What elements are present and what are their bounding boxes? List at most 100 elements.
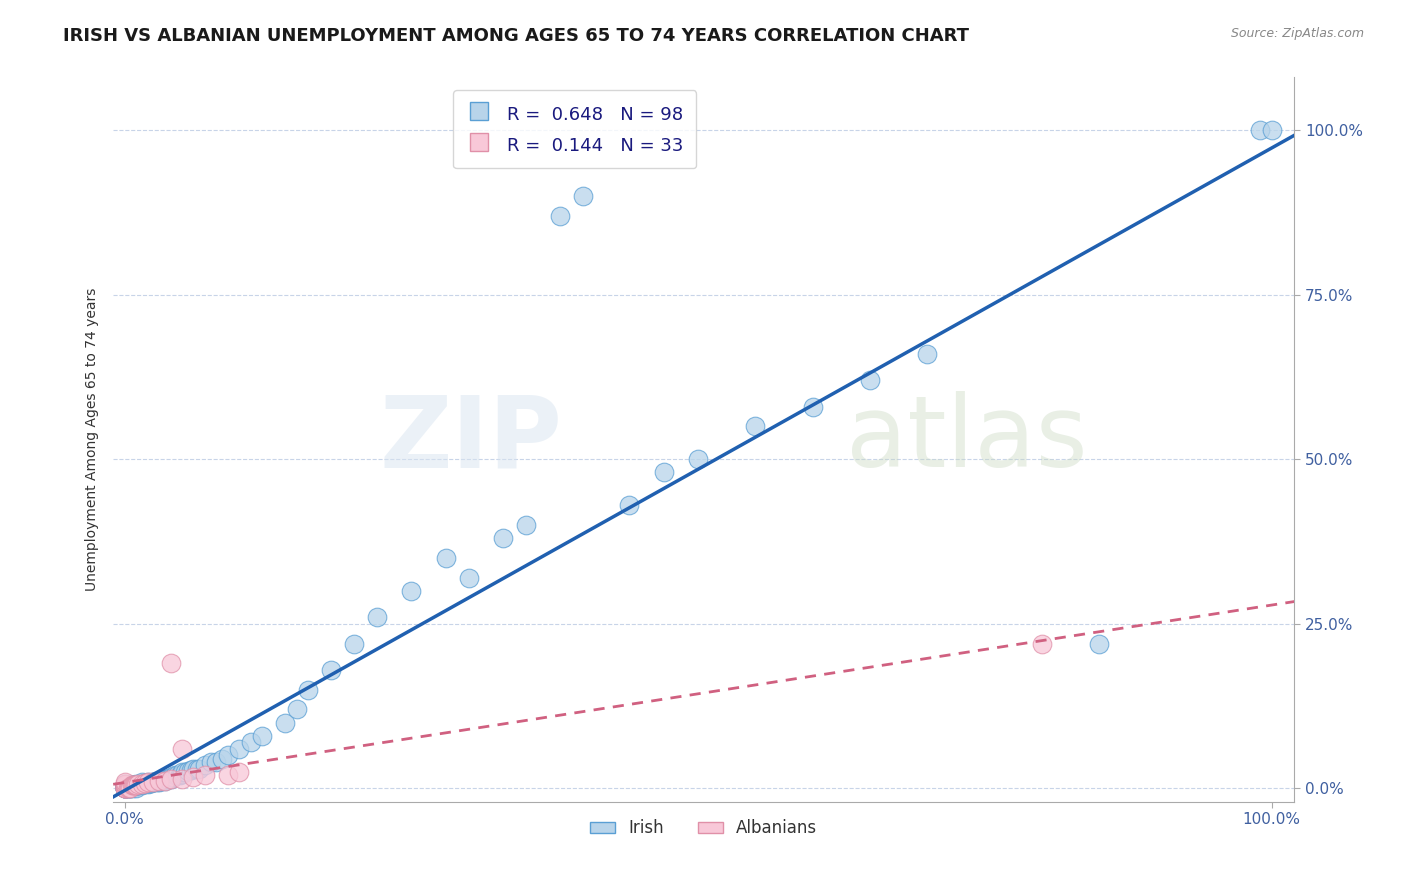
Point: [120, 778, 142, 792]
Point: [157, 772, 180, 786]
Point: [114, 781, 136, 796]
Point: [183, 762, 205, 776]
Point: [859, 373, 882, 387]
Point: [118, 781, 141, 796]
Point: [211, 752, 233, 766]
Point: [128, 777, 150, 791]
Point: [170, 772, 193, 786]
Text: ZIP: ZIP: [380, 391, 562, 488]
Point: [142, 774, 165, 789]
Point: [117, 781, 139, 796]
Point: [114, 777, 136, 791]
Point: [492, 531, 515, 545]
Point: [120, 781, 142, 796]
Point: [114, 781, 136, 796]
Point: [131, 777, 153, 791]
Point: [118, 781, 141, 796]
Point: [114, 778, 136, 792]
Point: [125, 778, 148, 792]
Point: [1249, 123, 1271, 137]
Point: [688, 452, 710, 467]
Point: [148, 774, 170, 789]
Point: [170, 767, 193, 781]
Point: [114, 774, 136, 789]
Point: [122, 778, 145, 792]
Point: [148, 773, 170, 788]
Point: [550, 209, 572, 223]
Point: [143, 774, 166, 789]
Legend: Irish, Albanians: Irish, Albanians: [583, 813, 824, 844]
Point: [183, 770, 205, 784]
Point: [1260, 123, 1282, 137]
Point: [134, 776, 156, 790]
Point: [297, 682, 319, 697]
Point: [366, 610, 388, 624]
Point: [177, 764, 200, 778]
Point: [572, 189, 595, 203]
Point: [274, 715, 297, 730]
Text: atlas: atlas: [845, 391, 1087, 488]
Point: [252, 729, 274, 743]
Point: [114, 781, 136, 796]
Point: [186, 762, 208, 776]
Point: [125, 778, 148, 792]
Point: [217, 768, 239, 782]
Point: [159, 657, 181, 671]
Point: [619, 499, 641, 513]
Point: [136, 774, 159, 789]
Point: [120, 781, 142, 796]
Point: [136, 774, 159, 789]
Point: [134, 776, 156, 790]
Point: [136, 777, 159, 791]
Point: [165, 768, 187, 782]
Point: [131, 774, 153, 789]
Point: [121, 778, 143, 792]
Point: [120, 781, 142, 796]
Point: [170, 764, 193, 779]
Point: [114, 781, 136, 796]
Point: [239, 735, 262, 749]
Point: [125, 777, 148, 791]
Point: [205, 755, 228, 769]
Point: [194, 768, 217, 782]
Point: [145, 773, 167, 788]
Point: [153, 773, 176, 788]
Point: [228, 764, 250, 779]
Point: [114, 781, 136, 796]
Point: [135, 776, 157, 790]
Y-axis label: Unemployment Among Ages 65 to 74 years: Unemployment Among Ages 65 to 74 years: [86, 288, 100, 591]
Point: [114, 778, 136, 792]
Point: [169, 768, 191, 782]
Point: [114, 781, 136, 796]
Text: Source: ZipAtlas.com: Source: ZipAtlas.com: [1230, 27, 1364, 40]
Point: [515, 518, 537, 533]
Point: [148, 773, 170, 788]
Point: [114, 781, 136, 796]
Point: [744, 419, 766, 434]
Point: [131, 777, 153, 791]
Point: [114, 778, 136, 792]
Text: IRISH VS ALBANIAN UNEMPLOYMENT AMONG AGES 65 TO 74 YEARS CORRELATION CHART: IRISH VS ALBANIAN UNEMPLOYMENT AMONG AGE…: [63, 27, 969, 45]
Point: [162, 770, 184, 784]
Point: [121, 778, 143, 792]
Point: [114, 777, 136, 791]
Point: [127, 778, 149, 792]
Point: [153, 773, 176, 788]
Point: [114, 781, 136, 796]
Point: [1088, 637, 1111, 651]
Point: [121, 778, 143, 792]
Point: [124, 778, 146, 792]
Point: [194, 758, 217, 772]
Point: [188, 762, 211, 776]
Point: [200, 755, 222, 769]
Point: [159, 772, 181, 786]
Point: [401, 583, 423, 598]
Point: [139, 776, 162, 790]
Point: [228, 742, 250, 756]
Point: [124, 778, 146, 792]
Point: [801, 400, 824, 414]
Point: [150, 773, 173, 788]
Point: [121, 778, 143, 792]
Point: [170, 742, 193, 756]
Point: [166, 768, 188, 782]
